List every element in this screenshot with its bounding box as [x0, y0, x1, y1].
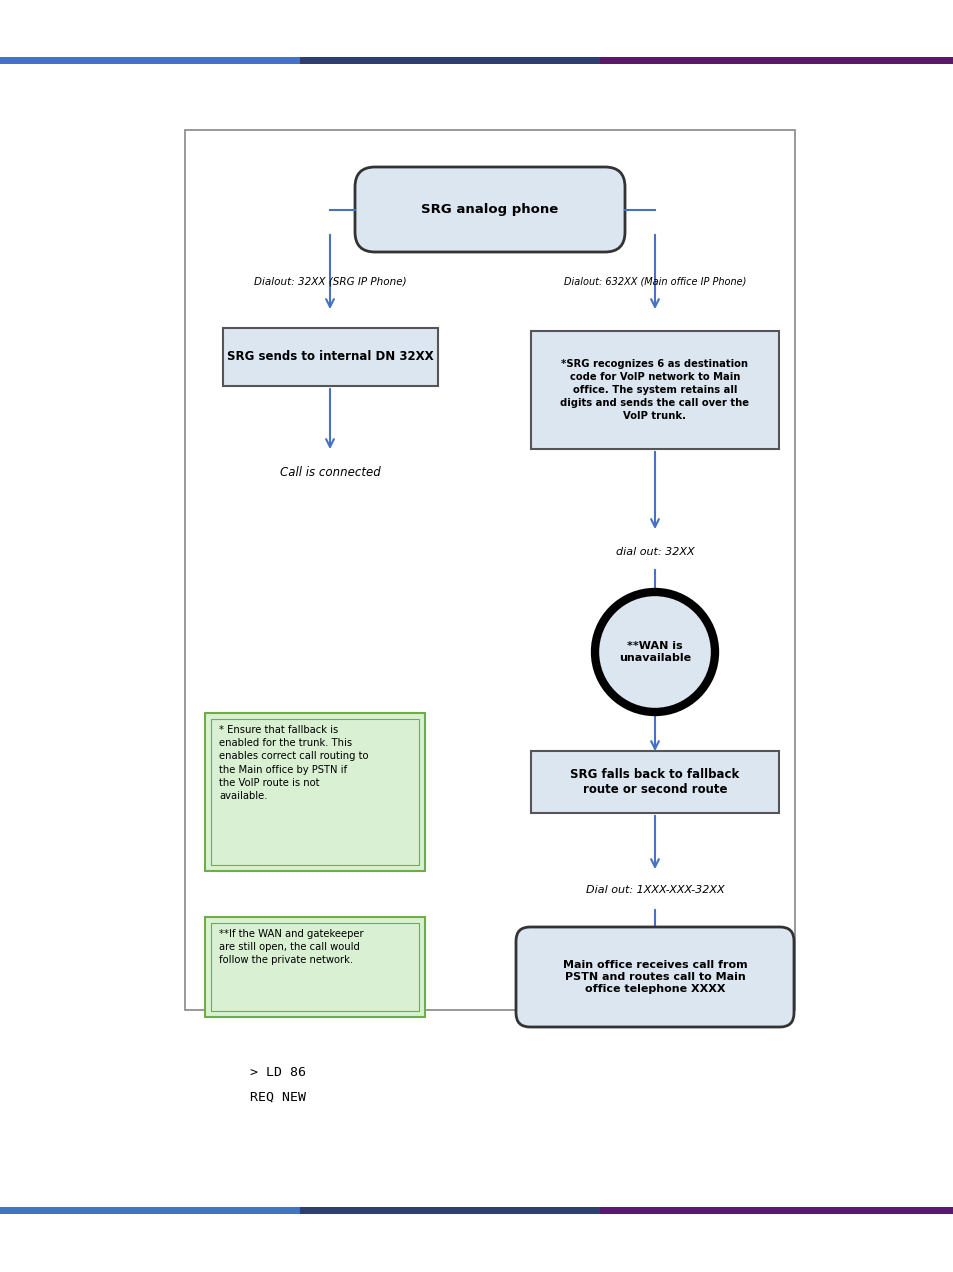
Text: **WAN is
unavailable: **WAN is unavailable — [618, 641, 690, 663]
Text: SRG falls back to fallback
route or second route: SRG falls back to fallback route or seco… — [570, 768, 739, 796]
FancyBboxPatch shape — [355, 167, 624, 252]
Text: Dialout: 32XX (SRG IP Phone): Dialout: 32XX (SRG IP Phone) — [253, 277, 406, 287]
Bar — [0, 1207, 550, 1213]
Bar — [531, 750, 779, 813]
Text: Call is connected: Call is connected — [279, 466, 380, 478]
Text: *SRG recognizes 6 as destination
code for VoIP network to Main
office. The syste: *SRG recognizes 6 as destination code fo… — [560, 359, 749, 421]
Bar — [211, 923, 418, 1011]
Text: * Ensure that fallback is
enabled for the trunk. This
enables correct call routi: * Ensure that fallback is enabled for th… — [219, 725, 368, 801]
Bar — [211, 719, 418, 865]
Bar — [531, 331, 779, 449]
Text: **If the WAN and gatekeeper
are still open, the call would
follow the private ne: **If the WAN and gatekeeper are still op… — [219, 929, 363, 965]
Bar — [185, 130, 794, 1010]
Bar — [599, 57, 953, 64]
Text: SRG analog phone: SRG analog phone — [421, 204, 558, 216]
Text: Dialout: 632XX (Main office IP Phone): Dialout: 632XX (Main office IP Phone) — [563, 277, 745, 287]
Circle shape — [595, 591, 714, 712]
Bar — [0, 57, 550, 64]
Bar — [205, 714, 424, 871]
Bar — [299, 1207, 649, 1213]
Text: > LD 86: > LD 86 — [250, 1066, 306, 1079]
Text: Dial out: 1XXX-XXX-32XX: Dial out: 1XXX-XXX-32XX — [585, 885, 723, 895]
Bar — [205, 917, 424, 1018]
Bar — [299, 57, 649, 64]
Text: REQ NEW: REQ NEW — [250, 1090, 306, 1104]
Text: Main office receives call from
PSTN and routes call to Main
office telephone XXX: Main office receives call from PSTN and … — [562, 960, 746, 993]
Text: SRG sends to internal DN 32XX: SRG sends to internal DN 32XX — [227, 351, 433, 364]
Bar — [223, 328, 437, 385]
Bar — [599, 1207, 953, 1213]
Text: dial out: 32XX: dial out: 32XX — [615, 547, 694, 557]
FancyBboxPatch shape — [516, 927, 793, 1027]
